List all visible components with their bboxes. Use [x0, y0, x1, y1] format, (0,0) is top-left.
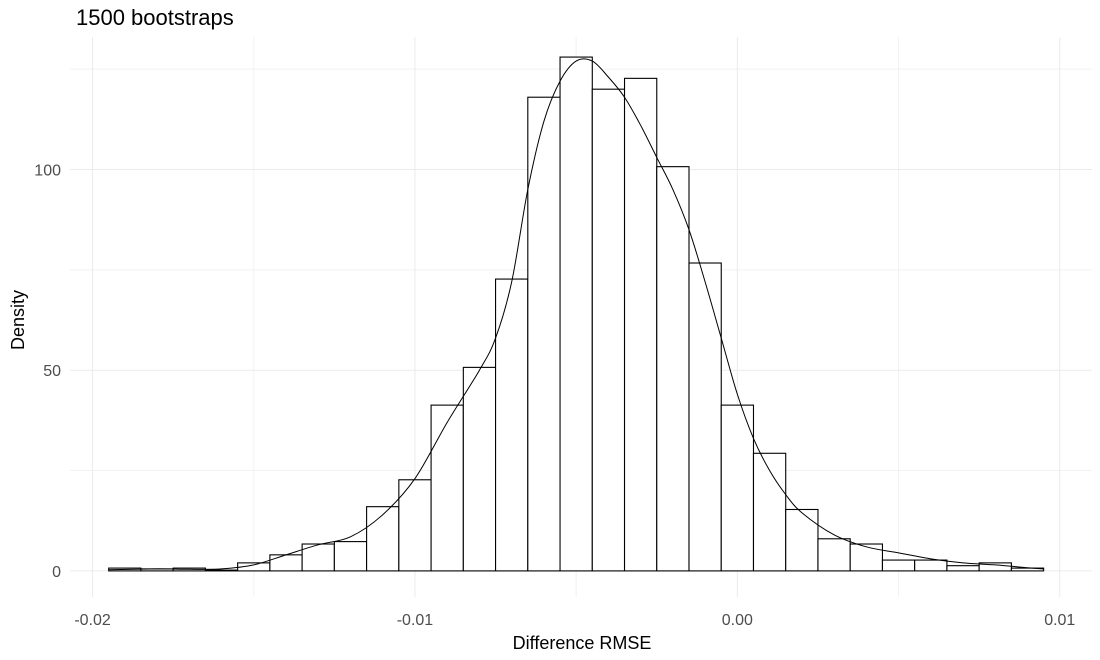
x-tick-label: -0.02 [74, 612, 111, 629]
histogram-bar [527, 96, 561, 572]
histogram-bar [817, 538, 851, 572]
histogram-bar [946, 565, 980, 572]
histogram-bars [108, 56, 1045, 572]
histogram-bar [623, 77, 658, 572]
histogram-bar [881, 559, 916, 572]
x-tick-label: 0.00 [722, 612, 753, 629]
histogram-bar [914, 559, 948, 572]
histogram-bar [559, 56, 593, 572]
density-curve [108, 58, 1044, 571]
y-tick-label: 0 [52, 564, 61, 581]
histogram-bar [785, 508, 819, 572]
histogram-bar [752, 452, 787, 572]
histogram-bar [398, 479, 432, 572]
histogram-bar [591, 88, 626, 572]
x-tick-label: 0.01 [1044, 612, 1075, 629]
histogram-bar [849, 543, 883, 572]
histogram-bar [656, 166, 690, 572]
y-tick-label: 100 [34, 162, 61, 179]
histogram-bar [720, 404, 755, 572]
chart-title: 1500 bootstraps [76, 5, 234, 30]
histogram-bar [495, 278, 529, 572]
histogram-bar [269, 554, 303, 572]
histogram-bar [462, 366, 497, 572]
histogram-bar [688, 262, 722, 572]
y-axis-title: Density [8, 290, 28, 350]
tick-labels: -0.02 -0.01 0.00 0.01 0 50 100 [34, 162, 1075, 629]
histogram-bar [366, 506, 400, 572]
histogram-bar [978, 562, 1012, 572]
x-tick-label: -0.01 [397, 612, 434, 629]
histogram-bar [204, 569, 239, 572]
y-tick-label: 50 [43, 363, 61, 380]
x-axis-title: Difference RMSE [513, 633, 652, 653]
histogram-bar [333, 541, 368, 572]
histogram-bar [430, 404, 464, 572]
